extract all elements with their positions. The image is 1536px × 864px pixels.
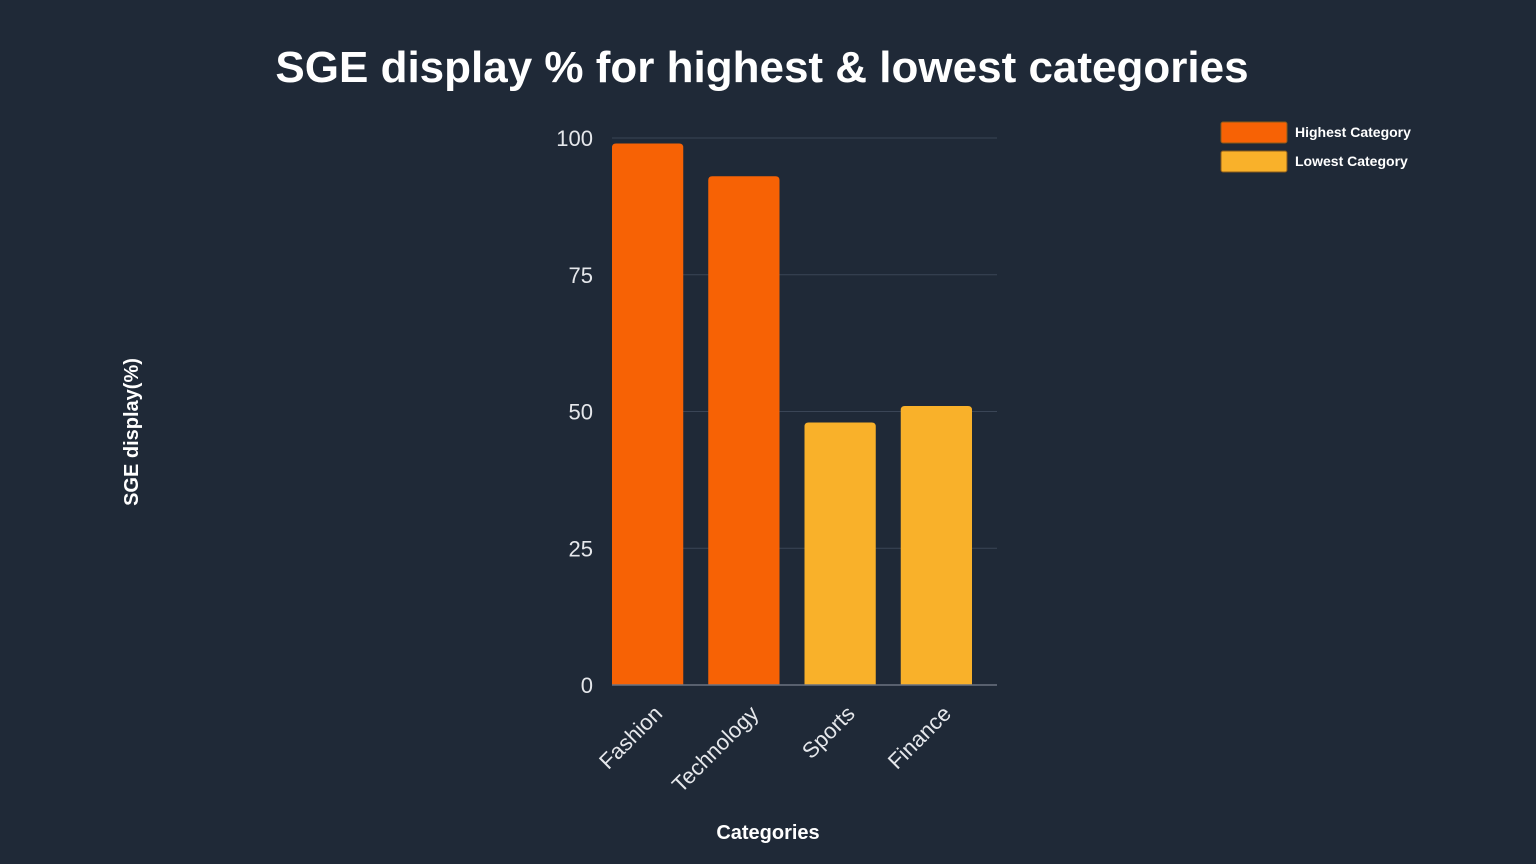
y-tick-label: 0 xyxy=(581,673,593,698)
legend-label: Highest Category xyxy=(1295,124,1411,140)
x-axis-title: Categories xyxy=(716,822,819,844)
y-axis-ticks: 0 25 50 75 100 xyxy=(556,126,593,698)
x-tick-label-finance: Finance xyxy=(883,701,956,774)
bar-sports xyxy=(804,422,876,685)
y-tick-label: 100 xyxy=(556,126,593,151)
x-tick-label-fashion: Fashion xyxy=(594,701,667,774)
legend-label: Lowest Category xyxy=(1295,153,1408,169)
y-tick-label: 75 xyxy=(569,263,593,288)
y-tick-label: 50 xyxy=(569,400,593,425)
bar-finance xyxy=(900,406,972,685)
y-tick-label: 25 xyxy=(569,536,593,561)
bar-layer xyxy=(612,143,972,686)
legend-swatch xyxy=(1220,150,1288,173)
x-axis-ticks: Fashion Technology Sports Finance xyxy=(594,701,956,797)
x-tick-label-technology: Technology xyxy=(667,701,763,797)
y-axis-title: SGE display(%) xyxy=(121,358,143,506)
legend: Highest Category Lowest Category xyxy=(1220,121,1411,173)
chart-title: SGE display % for highest & lowest categ… xyxy=(275,43,1248,92)
legend-swatch xyxy=(1220,121,1288,144)
bar-technology xyxy=(708,176,780,686)
bar-fashion xyxy=(612,143,684,686)
x-tick-label-sports: Sports xyxy=(797,701,860,764)
